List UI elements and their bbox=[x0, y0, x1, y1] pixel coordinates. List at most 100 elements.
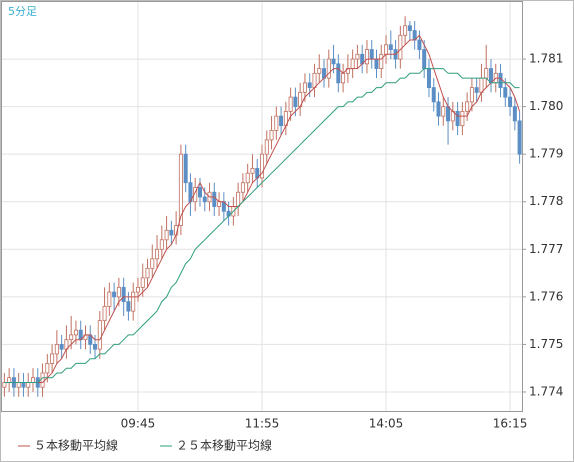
y-tick-label: 1.777 bbox=[529, 242, 563, 256]
candle-body bbox=[107, 291, 112, 307]
candle-body bbox=[145, 267, 150, 279]
y-tick-label: 1.774 bbox=[529, 384, 563, 398]
candle-body bbox=[355, 53, 360, 60]
candle-body bbox=[93, 344, 98, 350]
candle-body bbox=[484, 68, 489, 79]
candle-body bbox=[336, 63, 341, 84]
y-tick-label: 1.778 bbox=[529, 194, 563, 208]
candle-body bbox=[498, 72, 503, 89]
candle-body bbox=[426, 68, 431, 89]
legend-label: ５本移動平均線 bbox=[34, 438, 118, 453]
candle-body bbox=[245, 172, 250, 184]
candle-body bbox=[126, 301, 131, 312]
candle-body bbox=[274, 115, 279, 131]
candle-body bbox=[517, 120, 522, 155]
candle-body bbox=[479, 77, 484, 93]
candle-body bbox=[217, 201, 222, 207]
candle-body bbox=[403, 25, 408, 36]
candle-body bbox=[465, 101, 470, 112]
legend-label: ２５本移動平均線 bbox=[176, 438, 272, 453]
candle-body bbox=[431, 87, 436, 103]
candle-body bbox=[469, 87, 474, 103]
candle-body bbox=[364, 49, 369, 65]
candle-body bbox=[240, 182, 245, 193]
candle-body bbox=[178, 153, 183, 226]
candle-body bbox=[183, 153, 188, 184]
candle-body bbox=[54, 344, 59, 355]
candle-body bbox=[374, 58, 379, 69]
candle-body bbox=[512, 106, 517, 122]
y-tick-label: 1.776 bbox=[529, 289, 563, 303]
candle-body bbox=[455, 110, 460, 127]
candle-body bbox=[212, 191, 217, 207]
candle-body bbox=[488, 68, 493, 84]
candle-body bbox=[279, 115, 284, 127]
candle-body bbox=[259, 153, 264, 179]
candle-body bbox=[112, 291, 117, 298]
candle-body bbox=[50, 353, 55, 364]
candle-body bbox=[264, 139, 269, 155]
candle-body bbox=[155, 248, 160, 260]
candle-body bbox=[503, 87, 508, 98]
candle-body bbox=[116, 286, 121, 298]
candle-body bbox=[302, 82, 307, 93]
candle-body bbox=[135, 286, 140, 293]
candle-body bbox=[159, 239, 164, 250]
candle-body bbox=[388, 44, 393, 50]
candle-body bbox=[236, 191, 241, 207]
candle-body bbox=[69, 334, 74, 341]
candle-body bbox=[40, 372, 45, 388]
candle-body bbox=[45, 363, 50, 374]
candle-body bbox=[197, 187, 202, 198]
y-tick-label: 1.780 bbox=[529, 99, 563, 113]
x-tick-label: 11:55 bbox=[245, 417, 280, 431]
y-tick-label: 1.779 bbox=[529, 147, 563, 161]
x-tick-label: 09:45 bbox=[121, 417, 156, 431]
candle-body bbox=[307, 82, 312, 89]
candle-body bbox=[97, 320, 102, 350]
candle-body bbox=[150, 258, 155, 269]
candle-body bbox=[341, 72, 346, 84]
moving-average-line bbox=[4, 68, 520, 383]
candle-body bbox=[312, 72, 317, 89]
chart-title: 5分足 bbox=[8, 5, 37, 18]
candle-body bbox=[379, 53, 384, 69]
candle-body bbox=[326, 58, 331, 79]
candle-body bbox=[384, 44, 389, 55]
candle-body bbox=[441, 106, 446, 117]
candle-body bbox=[436, 101, 441, 117]
candle-body bbox=[369, 49, 374, 60]
y-tick-label: 1.781 bbox=[529, 52, 563, 66]
candle-body bbox=[417, 39, 422, 50]
candle-body bbox=[16, 382, 21, 388]
candle-body bbox=[422, 49, 427, 69]
candle-body bbox=[317, 68, 322, 74]
candle-body bbox=[250, 168, 255, 174]
candle-body bbox=[293, 96, 298, 108]
candle-body bbox=[474, 87, 479, 93]
candle-body bbox=[508, 96, 513, 108]
candle-body bbox=[140, 277, 145, 288]
candle-body bbox=[398, 34, 403, 60]
candle-body bbox=[407, 25, 412, 31]
candle-body bbox=[350, 58, 355, 69]
candle-body bbox=[131, 291, 136, 312]
candle-body bbox=[21, 382, 26, 388]
candle-body bbox=[121, 286, 126, 303]
y-tick-label: 1.775 bbox=[529, 337, 563, 351]
candle-body bbox=[460, 110, 465, 127]
candle-body bbox=[26, 382, 31, 388]
x-tick-label: 14:05 bbox=[369, 417, 404, 431]
candle-body bbox=[2, 382, 7, 388]
candle-body bbox=[31, 377, 36, 383]
candle-body bbox=[102, 305, 107, 322]
candle-body bbox=[169, 229, 174, 236]
candle-body bbox=[202, 196, 207, 203]
candle-body bbox=[73, 329, 78, 336]
candle-body bbox=[7, 377, 12, 383]
candle-body bbox=[269, 130, 274, 141]
candle-body bbox=[331, 58, 336, 65]
candle-body bbox=[59, 344, 64, 350]
candle-body bbox=[446, 106, 451, 122]
